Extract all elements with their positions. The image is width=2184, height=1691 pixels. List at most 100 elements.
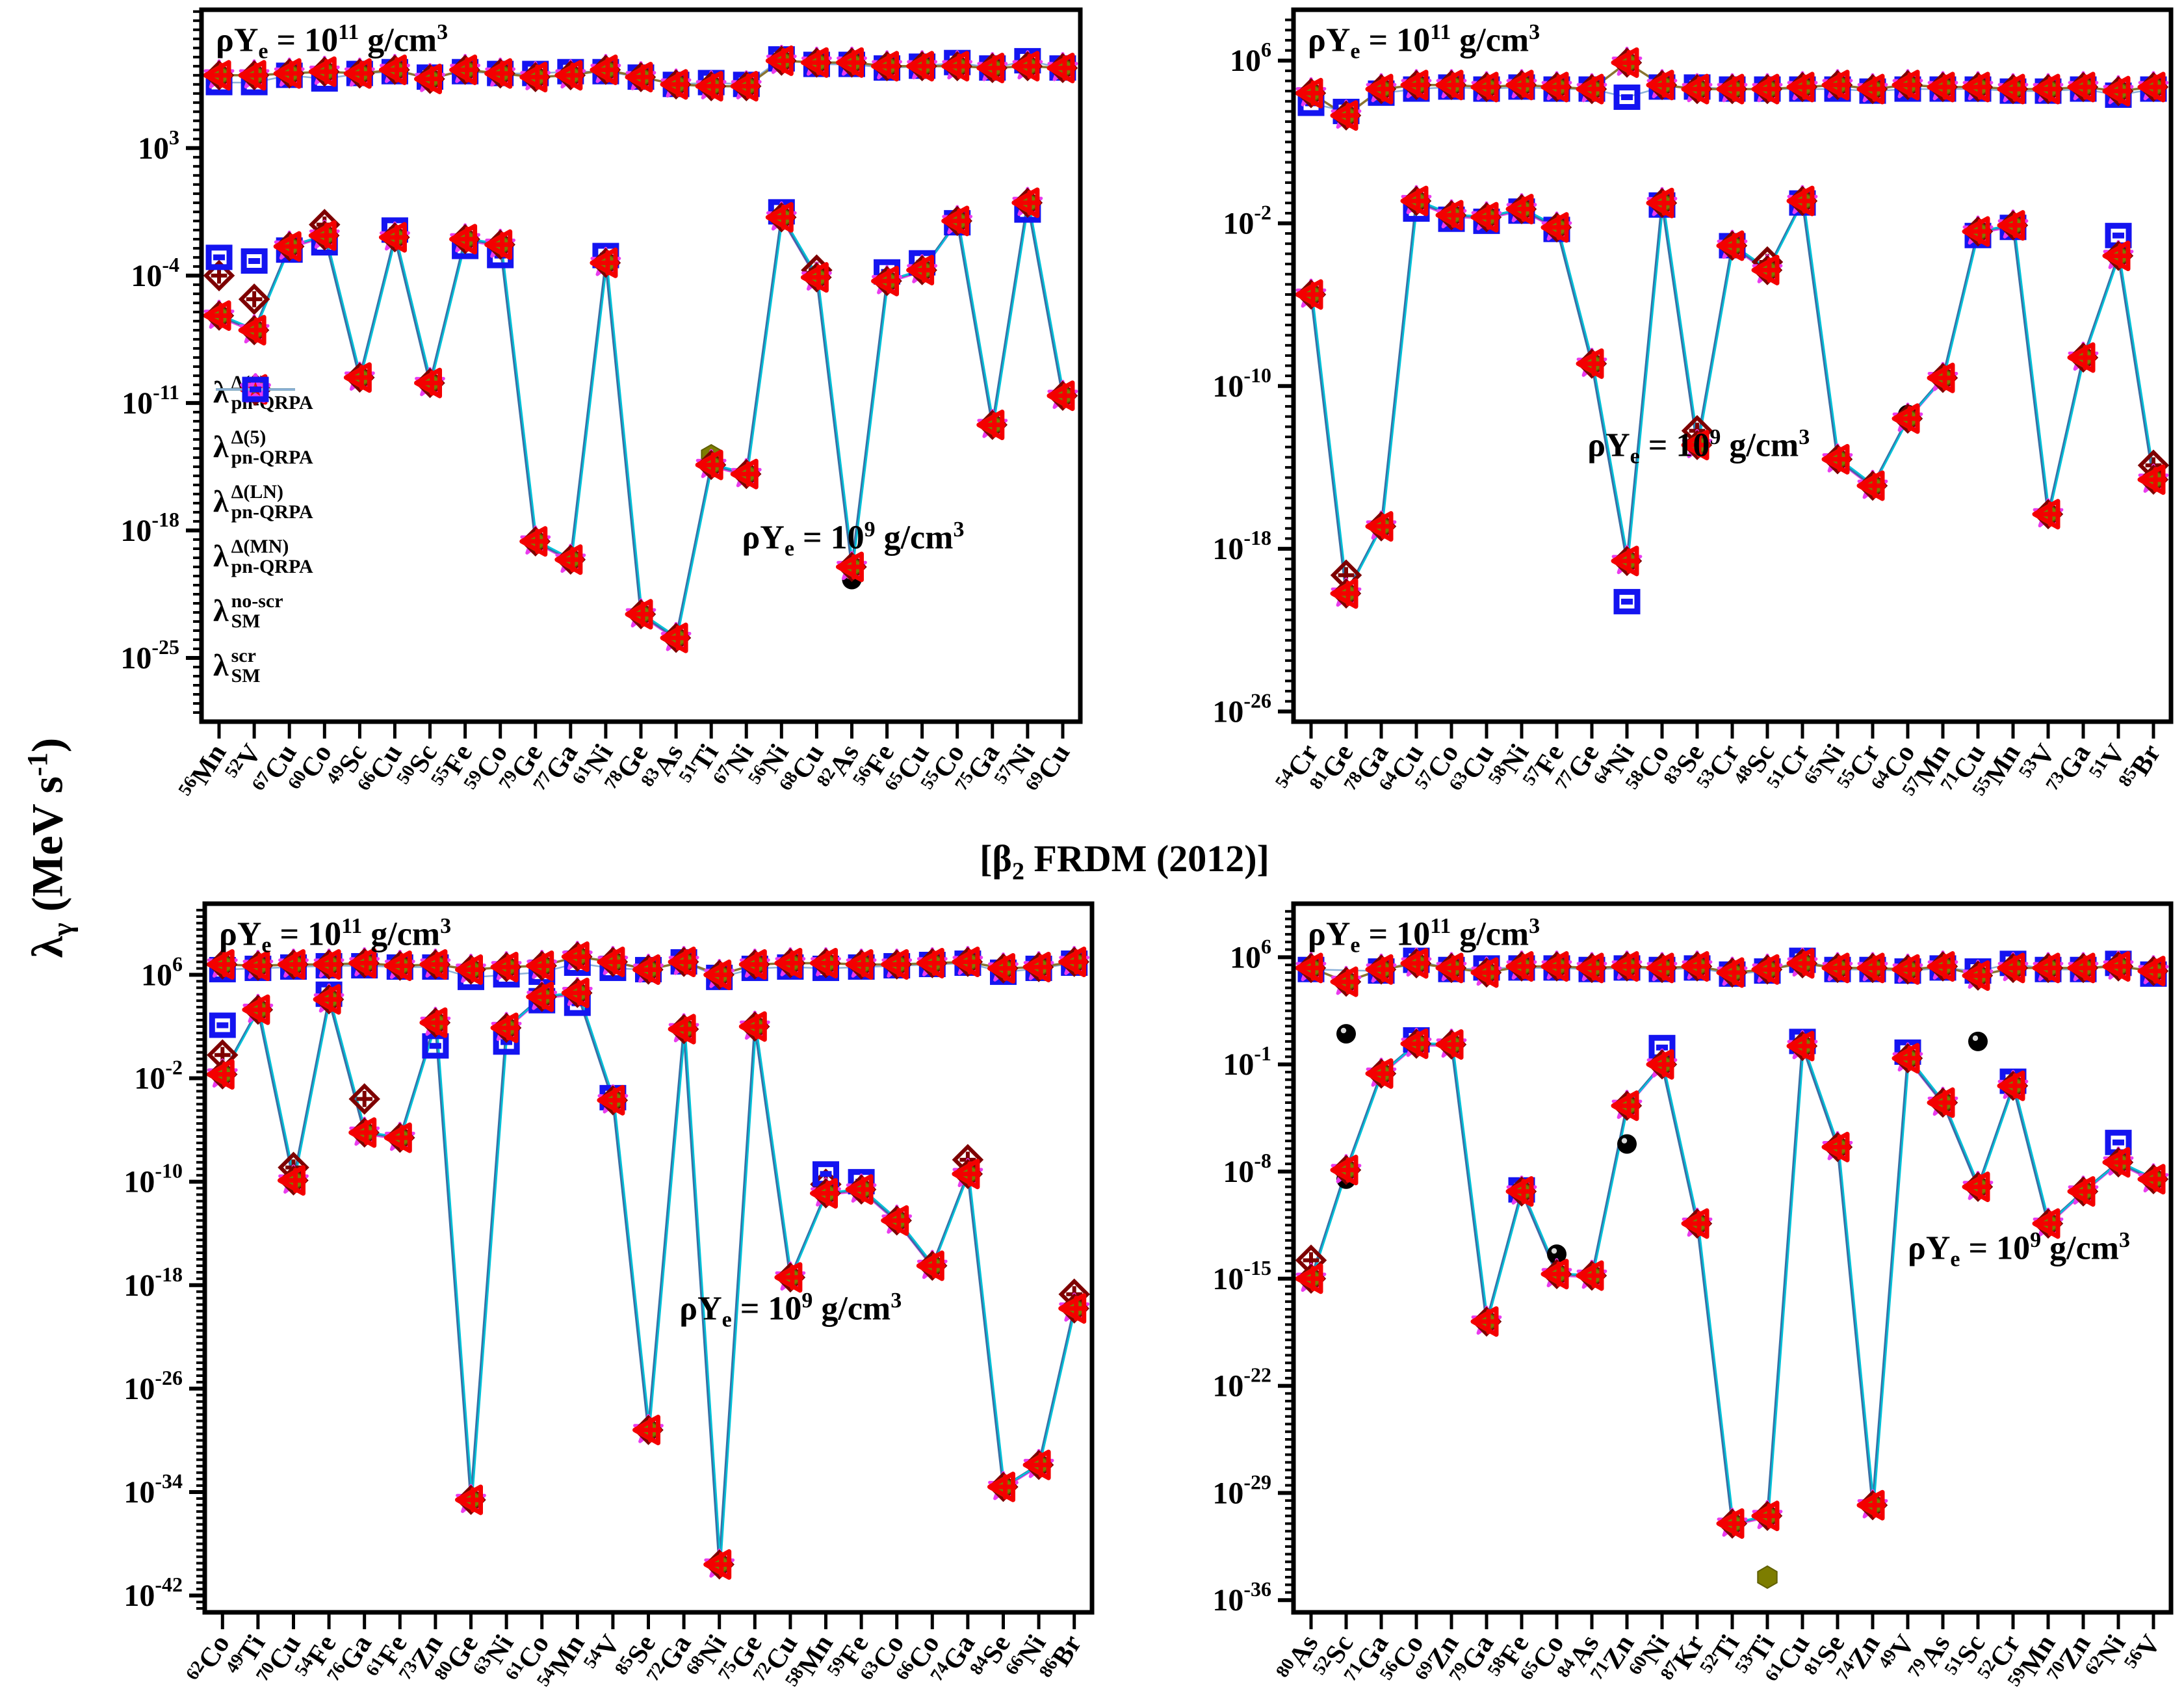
red-crossed-left-triangle-icon (419, 949, 449, 980)
red-crossed-left-triangle-icon (1505, 951, 1535, 982)
red-crossed-left-triangle-icon (1821, 443, 1851, 475)
legend-item-pn-qrpa-1: λ Δ(5) pn-QRPA (213, 373, 313, 471)
red-crossed-left-triangle-icon (1022, 951, 1052, 982)
svg-text:10-4: 10-4 (131, 253, 179, 293)
red-crossed-left-triangle-icon (2067, 72, 2097, 103)
red-crossed-left-triangle-icon (455, 1484, 484, 1515)
red-crossed-left-triangle-icon (1997, 210, 2027, 241)
series-lines (221, 955, 1076, 1567)
red-crossed-left-triangle-icon (1400, 70, 1430, 101)
red-crossed-left-triangle-icon (2102, 241, 2132, 272)
density-label-1e9: ρYe = 109 g/cm3 (679, 1289, 902, 1332)
red-crossed-left-triangle-icon (881, 949, 911, 980)
red-crossed-left-triangle-icon (774, 947, 804, 978)
ball-highlight-icon (1551, 1248, 1557, 1254)
red-crossed-left-triangle-icon (668, 1014, 697, 1045)
red-crossed-left-triangle-icon (203, 300, 233, 331)
red-crossed-left-triangle-icon (1751, 73, 1781, 105)
red-crossed-left-triangle-icon (1786, 185, 1816, 216)
red-crossed-left-triangle-icon (695, 449, 725, 480)
red-crossed-left-triangle-icon (590, 54, 619, 85)
red-crossed-left-triangle-icon (987, 1471, 1017, 1502)
black-ball-icon (1547, 1244, 1566, 1265)
legend-item-pn-qrpa-2: λ Δ(LN) pn-QRPA (213, 376, 313, 526)
red-crossed-left-triangle-icon (1470, 1306, 1500, 1337)
series-markers (206, 941, 1090, 1580)
red-crossed-left-triangle-icon (1435, 952, 1465, 984)
red-crossed-left-triangle-icon (414, 367, 444, 399)
red-crossed-left-triangle-icon (987, 952, 1017, 984)
density-label-1e11: ρYe = 1011 g/cm3 (1308, 914, 1540, 958)
red-crossed-left-triangle-icon (348, 1117, 378, 1148)
red-crossed-left-triangle-icon (1365, 1058, 1395, 1089)
red-crossed-left-triangle-icon (526, 950, 556, 981)
red-crossed-left-triangle-icon (561, 977, 591, 1008)
red-crossed-left-triangle-icon (632, 1415, 662, 1446)
red-crossed-left-triangle-icon (660, 622, 690, 653)
density-label-1e11: ρYe = 1011 g/cm3 (1308, 20, 1540, 64)
red-crossed-left-triangle-icon (835, 551, 865, 583)
svg-text:10-10: 10-10 (124, 1159, 183, 1199)
red-crossed-left-triangle-icon (625, 62, 655, 93)
red-crossed-left-triangle-icon (2137, 956, 2167, 987)
red-crossed-left-triangle-icon (343, 362, 373, 393)
red-crossed-left-triangle-icon (1576, 73, 1606, 105)
x-axis-ticks: 80As52Sc71Ga56Co69Zn79Ga58Fe65Co84As71Zn… (1272, 1612, 2166, 1690)
svg-text:10-11: 10-11 (122, 380, 179, 421)
red-crossed-left-triangle-icon (1295, 279, 1325, 310)
density-label-1e9: ρYe = 109 g/cm3 (1587, 425, 1810, 469)
red-crossed-left-triangle-icon (242, 950, 272, 981)
red-crossed-left-triangle-icon (845, 1174, 875, 1205)
red-crossed-left-triangle-icon (941, 205, 971, 237)
red-crossed-left-triangle-icon (1997, 952, 2027, 984)
red-crossed-left-triangle-icon (2032, 499, 2062, 530)
red-crossed-left-triangle-icon (1786, 72, 1816, 103)
red-crossed-left-triangle-icon (1295, 77, 1325, 109)
red-crossed-left-triangle-icon (1716, 73, 1746, 105)
red-crossed-left-triangle-icon (1681, 951, 1711, 982)
red-crossed-left-triangle-icon (1611, 1090, 1641, 1121)
ball-highlight-icon (1340, 1027, 1347, 1034)
red-crossed-left-triangle-icon (738, 1011, 768, 1042)
red-crossed-left-triangle-icon (660, 69, 690, 100)
svg-text:10-36: 10-36 (1212, 1577, 1271, 1618)
red-crossed-left-triangle-icon (1927, 1087, 1956, 1118)
svg-text:106: 106 (141, 952, 183, 992)
red-crossed-left-triangle-icon (1892, 70, 1921, 101)
red-crossed-left-triangle-icon (384, 950, 413, 981)
svg-text:103: 103 (138, 125, 179, 166)
red-crossed-left-triangle-icon (738, 949, 768, 980)
x-axis-ticks: 54Cr81Ge78Ga64Cu57Co63Cu58Ni57Fe77Ge64Ni… (1271, 722, 2166, 799)
red-crossed-left-triangle-icon (871, 51, 901, 82)
plot-area-bottom-left: 10-42 10-34 10-26 10-18 10-10 10-2 106 62Co49Ti… (124, 901, 1095, 1690)
svg-text:10-2: 10-2 (134, 1056, 183, 1096)
red-crossed-left-triangle-icon (2102, 75, 2132, 107)
red-crossed-left-triangle-icon (1295, 1263, 1325, 1294)
red-crossed-left-triangle-icon (238, 60, 268, 91)
red-crossed-left-triangle-icon (1505, 1176, 1535, 1207)
red-crossed-left-triangle-icon (1611, 951, 1641, 982)
x-tick-label: 86Br (1035, 1629, 1087, 1687)
red-crossed-left-triangle-icon (455, 954, 484, 985)
x-tick-label: 85Br (2114, 739, 2166, 796)
red-crossed-left-triangle-icon (1646, 70, 1676, 101)
red-crossed-left-triangle-icon (1751, 254, 1781, 285)
red-crossed-left-triangle-icon (625, 599, 655, 630)
red-crossed-left-triangle-icon (1058, 1293, 1088, 1324)
red-crossed-left-triangle-icon (1011, 187, 1041, 218)
red-crossed-left-triangle-icon (871, 265, 901, 296)
svg-text:106: 106 (1230, 38, 1271, 78)
svg-text:10-22: 10-22 (1212, 1363, 1271, 1404)
red-crossed-left-triangle-icon (810, 1178, 839, 1209)
red-crossed-left-triangle-icon (1400, 1028, 1430, 1059)
red-crossed-left-triangle-icon (1716, 230, 1746, 261)
red-crossed-left-triangle-icon (526, 981, 556, 1012)
red-crossed-left-triangle-icon (1856, 1489, 1886, 1521)
panel-top-right: 10-26 10-18 10-10 10-2 106 54Cr 81Ge 78Ga 64Cu 57… (1212, 7, 2174, 799)
series-markers (203, 44, 1078, 653)
red-crossed-left-triangle-icon (378, 222, 408, 253)
svg-text:10-15: 10-15 (1212, 1256, 1271, 1296)
density-label-1e9: ρYe = 109 g/cm3 (1908, 1228, 2130, 1272)
svg-text:10-29: 10-29 (1212, 1470, 1271, 1510)
red-crossed-left-triangle-icon (952, 947, 982, 978)
